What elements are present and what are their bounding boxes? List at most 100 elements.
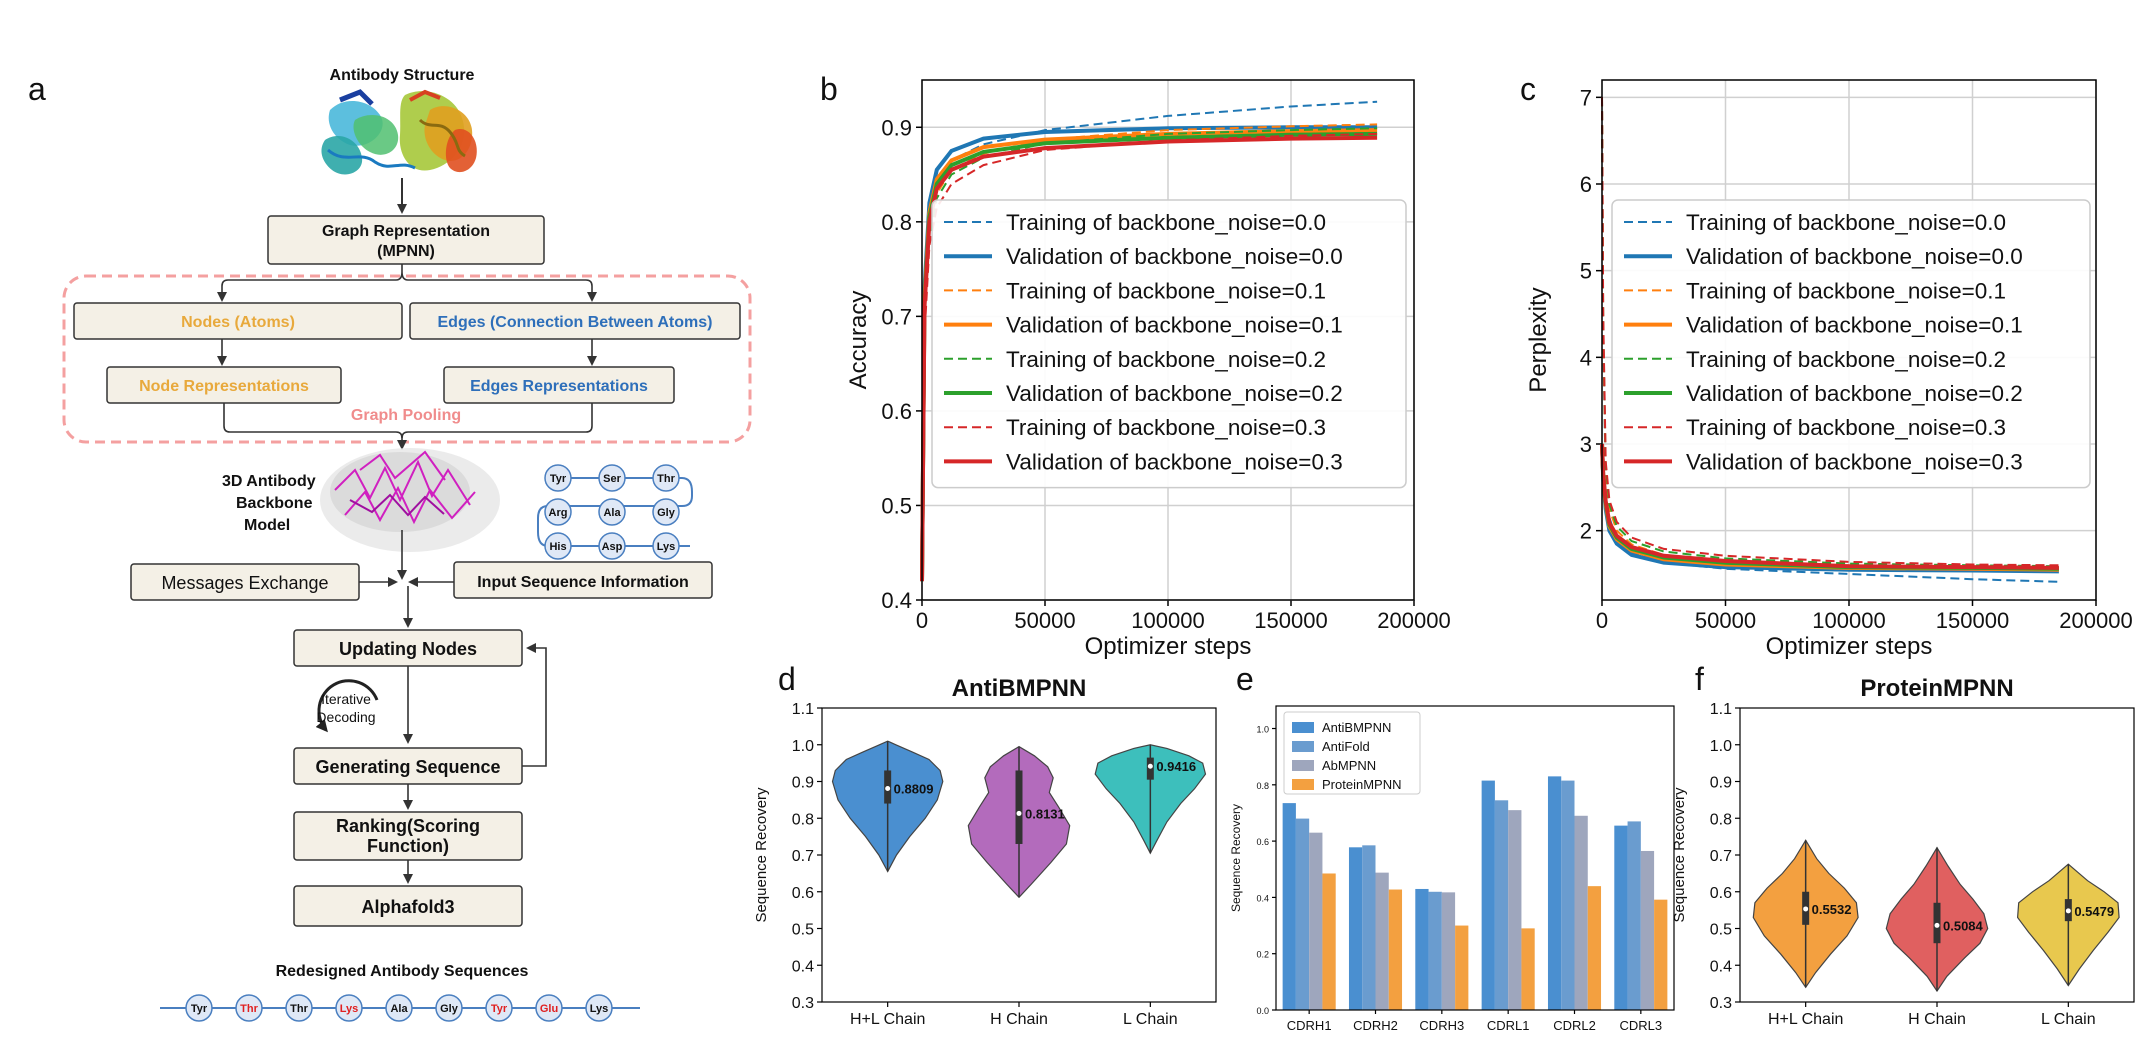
y-axis-label: Sequence Recovery: [1229, 804, 1243, 912]
y-tick-label: 0.8: [1710, 811, 1732, 828]
bar: [1295, 818, 1310, 1010]
legend-entry: ProteinMPNN: [1322, 777, 1401, 792]
x-tick-label: 200000: [1377, 608, 1450, 633]
plot-frame: [1739, 707, 2135, 1003]
y-tick-label: 0.6: [792, 885, 814, 902]
sequence-residue-label: Thr: [290, 1003, 308, 1015]
antibody-structure-image: [321, 89, 477, 175]
graph-representation-box: [267, 215, 545, 265]
redesigned-sequence: Tyr Thr Thr Lys Ala Gly Tyr Glu Lys: [185, 994, 613, 1022]
sequence-residue-label: Ala: [390, 1003, 408, 1015]
graph-representation-label-2: (MPNN): [377, 243, 435, 260]
y-tick-label: 0.5: [881, 493, 912, 518]
bar: [1415, 888, 1429, 1010]
y-tick-label: 6: [1580, 172, 1592, 197]
sequence-residue-label: Lys: [340, 1003, 359, 1015]
bar: [1388, 889, 1403, 1010]
y-tick-label: 1.0: [1256, 725, 1269, 735]
median-label: 0.5084: [1943, 918, 1984, 933]
x-tick-label: CDRL3: [1620, 1018, 1663, 1033]
backbone-label-2: Backbone: [236, 495, 313, 512]
amino-acid-node: His: [544, 532, 572, 560]
y-tick-label: 0.6: [881, 399, 912, 424]
y-tick-label: 7: [1580, 85, 1592, 110]
chart-f-proteinmpnn: ProteinMPNN 0.3 0.4 0.5 0.6 0.7 0.8 0.9 1.0 1.1 0.…: [1671, 675, 2135, 1028]
y-tick-label: 0.5: [1710, 922, 1732, 939]
amino-acid-label: Thr: [657, 473, 675, 485]
y-tick-label: 0.3: [1710, 995, 1732, 1012]
chart-d-antibmpnn: AntiBMPNN 0.3 0.4 0.5 0.6 0.7 0.8 0.9 1.0 1.1 0.88…: [753, 675, 1217, 1028]
bar: [1508, 810, 1522, 1010]
sequence-residue: Lys: [335, 994, 363, 1022]
x-tick-label: L Chain: [2041, 1011, 2096, 1028]
plot-frame: [1601, 79, 2097, 601]
y-tick-label: 1.0: [1710, 738, 1732, 755]
backbone-model-image: [320, 448, 500, 552]
messages-exchange-label: Messages Exchange: [161, 573, 328, 593]
amino-acid-label: Tyr: [550, 473, 567, 485]
x-tick-label: H Chain: [1908, 1011, 1966, 1028]
amino-acid-node: Ser: [598, 464, 626, 492]
x-tick-label: 150000: [1254, 608, 1327, 633]
ranking-label-1: Ranking(Scoring: [336, 816, 480, 836]
ranking-label-2: Function): [367, 836, 449, 856]
amino-acid-node: Thr: [652, 464, 680, 492]
x-tick-label: CDRL2: [1553, 1018, 1596, 1033]
bar: [1375, 872, 1389, 1010]
x-tick-label: CDRL1: [1487, 1018, 1530, 1033]
series-line: [920, 135, 1378, 582]
x-tick-label: 50000: [1695, 608, 1756, 633]
y-tick-label: 0.9: [792, 775, 814, 792]
nodes-atoms-label: Nodes (Atoms): [181, 314, 295, 331]
series-line: [1600, 443, 2059, 570]
input-sequence-box: [453, 561, 713, 599]
amino-acid-label: Asp: [602, 541, 623, 553]
amino-acid-label: Ser: [603, 473, 621, 485]
amino-acid-node: Tyr: [544, 464, 572, 492]
legend-entry: Validation of backbone_noise=0.0: [1686, 244, 2023, 269]
legend-box: [1283, 711, 1421, 795]
sequence-residue: Glu: [535, 994, 563, 1022]
bar: [1561, 780, 1575, 1010]
legend-swatch: [1292, 722, 1314, 733]
sequence-residue: Ala: [385, 994, 413, 1022]
y-tick-label: 0.8: [1256, 781, 1269, 791]
legend-entry: Training of backbone_noise=0.2: [1686, 347, 2006, 372]
y-tick-label: 0.6: [1710, 885, 1732, 902]
violin-median: [885, 786, 891, 792]
x-tick-label: 0: [916, 608, 928, 633]
y-tick-label: 2: [1580, 519, 1592, 544]
legend-swatch: [1292, 779, 1314, 790]
legend-entry: AntiFold: [1322, 739, 1370, 754]
panel-label-b: b: [820, 71, 838, 107]
bar: [1640, 850, 1655, 1010]
legend-swatch: [1292, 760, 1314, 771]
chart-e-cdr-recovery: 0.0 0.2 0.4 0.6 0.8 1.0 CDRH1 CDRH2 CDRH3 CDRL1 CD…: [1229, 705, 1675, 1033]
node-representations-label: Node Representations: [139, 378, 309, 395]
x-tick-label: H+L Chain: [850, 1011, 925, 1028]
bar: [1614, 825, 1628, 1010]
nodes-atoms-box: [73, 302, 403, 340]
bar: [1441, 892, 1456, 1010]
bar: [1455, 925, 1469, 1010]
amino-acid-node: Arg: [544, 498, 572, 526]
legend-entry: Training of backbone_noise=0.1: [1686, 278, 2006, 303]
y-tick-label: 1.0: [792, 738, 814, 755]
legend-entry: Validation of backbone_noise=0.2: [1006, 381, 1343, 406]
median-label: 0.9416: [1156, 759, 1196, 774]
series-line: [1601, 97, 2059, 567]
redesigned-title: Redesigned Antibody Sequences: [276, 963, 529, 980]
x-tick-label: CDRH3: [1419, 1018, 1464, 1033]
amino-acid-node: Lys: [652, 532, 680, 560]
edges-representations-label: Edges Representations: [470, 378, 648, 395]
amino-acid-label: His: [549, 541, 566, 553]
bar: [1574, 815, 1588, 1010]
y-tick-label: 0.6: [1256, 837, 1269, 847]
bar: [1428, 891, 1442, 1010]
bar: [1348, 847, 1363, 1010]
y-tick-label: 1.1: [1710, 701, 1732, 718]
panel-label-c: c: [1520, 71, 1536, 107]
x-tick-label: 100000: [1812, 608, 1885, 633]
median-label: 0.5532: [1812, 902, 1852, 917]
alphafold-box: [293, 885, 523, 927]
